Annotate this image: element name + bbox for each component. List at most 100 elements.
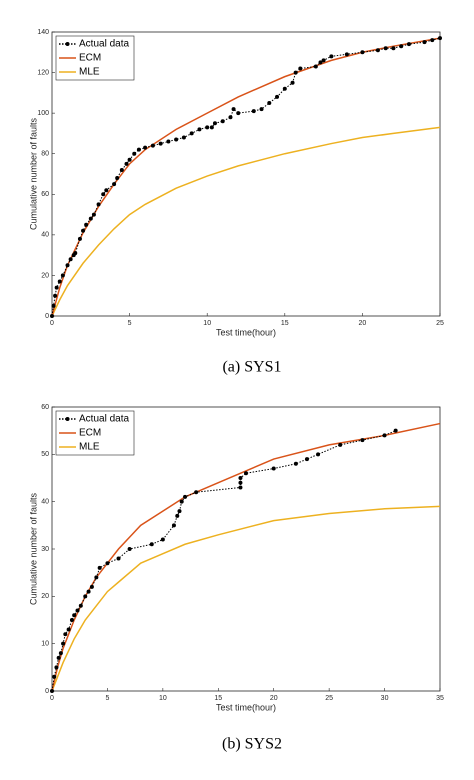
data-point bbox=[94, 575, 99, 580]
legend-label: Actual data bbox=[79, 39, 129, 50]
data-point bbox=[382, 433, 387, 438]
data-point bbox=[244, 471, 248, 476]
y-tick-label: 60 bbox=[41, 404, 49, 411]
data-point bbox=[61, 641, 66, 646]
data-point bbox=[86, 589, 91, 594]
y-tick-label: 0 bbox=[45, 313, 49, 320]
data-point bbox=[238, 485, 243, 490]
legend-label: ECM bbox=[79, 428, 101, 439]
y-tick-label: 100 bbox=[37, 110, 49, 117]
data-point bbox=[136, 147, 141, 152]
data-point bbox=[124, 161, 129, 166]
y-tick-label: 20 bbox=[41, 272, 49, 279]
data-point bbox=[282, 86, 287, 91]
data-point bbox=[298, 66, 303, 71]
data-point bbox=[77, 236, 82, 241]
data-point bbox=[115, 176, 120, 181]
data-point bbox=[189, 131, 194, 136]
x-tick-label: 15 bbox=[214, 695, 222, 702]
data-point bbox=[88, 216, 93, 221]
x-tick-label: 15 bbox=[281, 320, 289, 327]
data-point bbox=[179, 499, 184, 504]
data-point bbox=[54, 665, 59, 670]
data-point bbox=[205, 125, 210, 130]
data-point bbox=[50, 689, 54, 693]
data-point bbox=[318, 60, 323, 65]
data-point bbox=[360, 438, 365, 443]
data-point bbox=[119, 167, 124, 172]
data-point bbox=[406, 42, 411, 47]
y-tick-label: 50 bbox=[41, 451, 49, 458]
data-point bbox=[391, 46, 396, 51]
data-point bbox=[438, 36, 442, 41]
data-point bbox=[91, 212, 96, 217]
data-point bbox=[166, 139, 171, 144]
data-point bbox=[212, 121, 217, 126]
y-tick-label: 120 bbox=[37, 69, 49, 76]
y-tick-label: 10 bbox=[41, 641, 49, 648]
caption: (b) SYS2 bbox=[222, 736, 282, 753]
data-point bbox=[344, 52, 349, 57]
data-point bbox=[81, 228, 86, 233]
data-point bbox=[220, 119, 225, 124]
data-point bbox=[375, 48, 380, 53]
data-point bbox=[72, 613, 77, 618]
data-point bbox=[127, 547, 132, 551]
data-point bbox=[52, 674, 57, 679]
data-point bbox=[101, 192, 106, 197]
series-line bbox=[51, 126, 441, 317]
data-point bbox=[150, 143, 155, 148]
x-tick-label: 25 bbox=[325, 695, 333, 702]
legend-marker bbox=[65, 42, 70, 46]
legend-marker bbox=[65, 417, 70, 421]
data-point bbox=[321, 58, 326, 63]
y-axis-label: Cumulative number of faults bbox=[28, 492, 38, 605]
y-axis-label: Cumulative number of faults bbox=[28, 117, 38, 230]
data-point bbox=[65, 263, 70, 268]
legend-label: ECM bbox=[79, 53, 101, 64]
data-point bbox=[181, 135, 186, 140]
data-point bbox=[84, 222, 89, 227]
y-tick-label: 80 bbox=[41, 151, 49, 158]
x-tick-label: 35 bbox=[436, 695, 444, 702]
data-point bbox=[66, 627, 71, 632]
data-point bbox=[97, 565, 102, 570]
data-point bbox=[73, 251, 78, 256]
data-point bbox=[183, 494, 188, 499]
data-point bbox=[96, 202, 101, 207]
data-point bbox=[236, 111, 241, 116]
data-point bbox=[58, 651, 63, 656]
data-point bbox=[259, 107, 264, 112]
legend-label: MLE bbox=[79, 67, 100, 78]
data-point bbox=[69, 618, 74, 622]
data-point bbox=[60, 273, 65, 278]
data-point bbox=[54, 285, 59, 290]
data-point bbox=[57, 279, 62, 284]
data-point bbox=[267, 101, 272, 105]
data-point bbox=[393, 428, 398, 433]
data-point bbox=[251, 109, 256, 114]
data-point bbox=[63, 632, 68, 637]
x-tick-label: 10 bbox=[159, 695, 167, 702]
x-axis-label: Test time(hour) bbox=[216, 702, 276, 712]
data-point bbox=[50, 314, 54, 318]
data-point bbox=[430, 38, 435, 43]
data-point bbox=[132, 151, 137, 156]
data-point bbox=[143, 145, 148, 150]
data-point bbox=[275, 94, 280, 99]
x-tick-label: 0 bbox=[50, 695, 54, 702]
x-tick-label: 30 bbox=[381, 695, 389, 702]
data-point bbox=[56, 655, 61, 660]
data-point bbox=[399, 44, 404, 49]
caption: (a) SYS1 bbox=[222, 359, 281, 376]
data-point bbox=[290, 80, 295, 85]
x-axis-label: Test time(hour) bbox=[216, 327, 276, 337]
data-point bbox=[360, 50, 365, 55]
data-point bbox=[197, 127, 202, 132]
data-point bbox=[83, 594, 88, 599]
data-point bbox=[228, 115, 233, 120]
data-point bbox=[316, 452, 321, 457]
data-point bbox=[53, 293, 58, 298]
data-point bbox=[209, 125, 214, 130]
x-tick-label: 20 bbox=[359, 320, 367, 327]
